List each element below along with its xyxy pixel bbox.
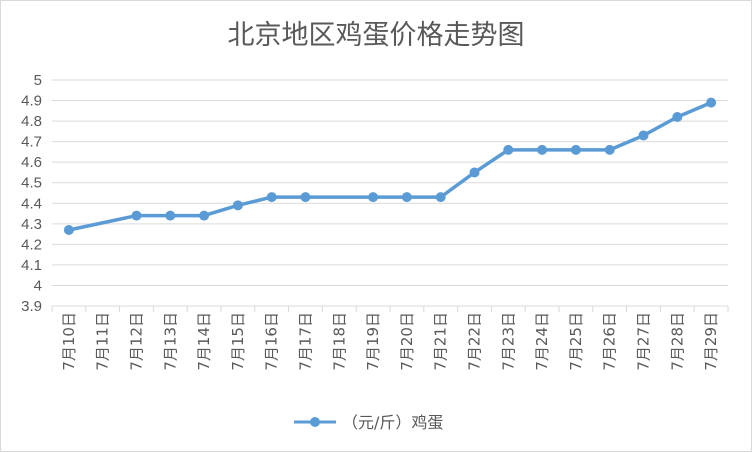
- data-point: [537, 144, 548, 155]
- x-tick-label: 7月23日: [499, 312, 517, 371]
- data-point: [469, 167, 480, 178]
- y-tick-label: 4.9: [21, 93, 42, 110]
- x-tick-label: 7月15日: [229, 312, 247, 371]
- x-tick-label: 7月25日: [567, 312, 585, 371]
- data-point: [570, 144, 581, 155]
- x-tick-label: 7月26日: [601, 312, 619, 371]
- data-point: [604, 144, 615, 155]
- legend-label: （元/斤）鸡蛋: [342, 413, 443, 432]
- x-tick-label: 7月12日: [128, 312, 146, 371]
- x-tick-label: 7月13日: [161, 312, 179, 371]
- x-tick-label: 7月28日: [668, 312, 686, 371]
- y-tick-label: 4.2: [21, 236, 42, 253]
- data-point: [672, 111, 683, 122]
- y-tick-label: 4: [34, 277, 42, 294]
- legend: （元/斤）鸡蛋: [294, 413, 443, 432]
- data-point: [165, 210, 176, 221]
- data-point: [63, 224, 74, 235]
- x-tick-label: 7月27日: [635, 312, 653, 371]
- x-tick-label: 7月10日: [60, 312, 78, 371]
- x-tick-label: 7月18日: [330, 312, 348, 371]
- legend-dot-marker: [310, 417, 320, 427]
- y-tick-label: 4.3: [21, 216, 42, 233]
- data-point: [435, 192, 446, 203]
- y-tick-label: 5: [34, 72, 42, 89]
- data-point: [638, 130, 649, 141]
- x-tick-label: 7月17日: [297, 312, 315, 371]
- chart-title: 北京地区鸡蛋价格走势图: [228, 20, 525, 51]
- data-point: [232, 200, 243, 211]
- series-eggs: [63, 97, 717, 235]
- data-point: [266, 192, 277, 203]
- y-tick-label: 4.4: [21, 195, 42, 212]
- y-axis: 3.9 4 4.1 4.2 4.3 4.4 4.5 4.6 4.7 4.8 4.9 5: [21, 72, 42, 315]
- data-point: [401, 192, 412, 203]
- y-tick-label: 4.1: [21, 257, 42, 274]
- x-tick-label: 7月22日: [466, 312, 484, 371]
- x-tick-label: 7月20日: [398, 312, 416, 371]
- data-point: [503, 144, 514, 155]
- data-point: [131, 210, 142, 221]
- y-tick-label: 4.7: [21, 134, 42, 151]
- x-tick-label: 7月19日: [364, 312, 382, 371]
- y-tick-label: 4.8: [21, 113, 42, 130]
- x-tick-label: 7月24日: [533, 312, 551, 371]
- gridlines: [52, 79, 728, 307]
- x-tick-label: 7月29日: [702, 312, 720, 371]
- data-point: [368, 192, 379, 203]
- x-tick-label: 7月21日: [432, 312, 450, 371]
- series-line: [68, 100, 712, 232]
- y-tick-label: 4.5: [21, 175, 42, 192]
- y-tick-label: 3.9: [21, 298, 42, 315]
- x-tick-label: 7月16日: [263, 312, 281, 371]
- data-point: [706, 97, 717, 108]
- data-point: [300, 192, 311, 203]
- data-point: [199, 210, 210, 221]
- x-tick-label: 7月11日: [94, 312, 112, 371]
- x-tick-label: 7月14日: [195, 312, 213, 371]
- y-tick-label: 4.6: [21, 154, 42, 171]
- x-axis: 7月10日 7月11日 7月12日 7月13日 7月14日 7月15日 7月16日 7月17日…: [51, 306, 729, 371]
